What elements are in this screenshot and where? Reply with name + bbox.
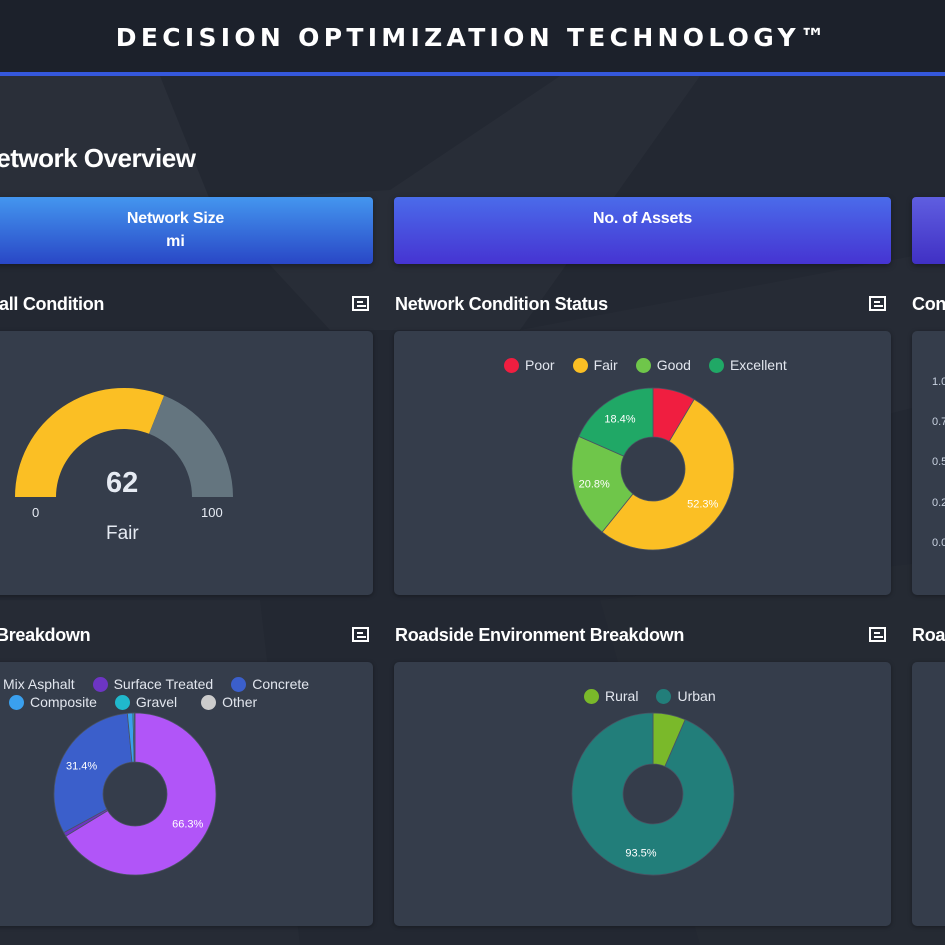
overall-condition-panel: 62 0 100 Fair (0, 331, 373, 595)
kpi-unit: mi (166, 233, 185, 250)
legend-swatch (635, 357, 651, 373)
condition-trend-title: Con (912, 294, 945, 314)
gauge-value: 62 (106, 467, 139, 499)
legend-item[interactable]: Fair (572, 357, 618, 373)
legend-item[interactable]: Good (635, 357, 691, 373)
legend-item[interactable]: Concrete (231, 676, 309, 692)
donut-slice-good[interactable] (571, 435, 634, 533)
page-title: Network Overview (0, 143, 196, 173)
pavement-menu-icon[interactable] (352, 627, 369, 642)
donut-slice-other[interactable] (134, 712, 136, 763)
legend-item[interactable]: Other (201, 694, 257, 710)
donut-slice-fair[interactable] (601, 398, 735, 551)
road-right-panel (912, 662, 945, 926)
condition-trend-panel: 1.0 0.7 0.5 0.2 0.0 (912, 331, 945, 595)
roadside-menu-icon[interactable] (869, 627, 886, 642)
app-title: DECISION OPTIMIZATION TECHNOLOGY™ (115, 22, 830, 52)
legend-label: Composite (30, 694, 97, 710)
legend-label: Gravel (135, 694, 178, 710)
kpi-third[interactable] (912, 197, 945, 264)
y-axis-tick: 0.2 (932, 497, 945, 509)
legend-swatch (504, 357, 519, 373)
legend-swatch (572, 357, 588, 373)
legend-label: Urban (677, 688, 716, 704)
legend-item[interactable]: Rural (584, 688, 638, 704)
legend-swatch (584, 688, 599, 704)
donut-slice-urban[interactable] (571, 712, 735, 876)
legend-item[interactable]: Composite (9, 694, 97, 710)
pavement-breakdown-panel: Mix Asphalt Surface Treated Concrete Com… (0, 662, 373, 926)
slice-data-label: 66.3% (172, 819, 203, 831)
legend-swatch (708, 357, 724, 373)
legend-label: Rural (605, 688, 639, 704)
y-axis-tick: 1.0 (932, 376, 945, 388)
roadside-breakdown-panel: Rural Urban 93.5% (394, 662, 891, 926)
header-accent-bar (0, 72, 945, 76)
app-header: DECISION OPTIMIZATION TECHNOLOGY™ (0, 0, 945, 72)
gauge-min-label: 0 (32, 505, 40, 520)
legend-swatch (92, 676, 108, 692)
legend-item[interactable]: Urban (656, 688, 716, 704)
legend-swatch (231, 676, 247, 692)
kpi-label: No. of Assets (592, 210, 693, 227)
pavement-legend-row2: Composite Gravel Other (9, 694, 275, 710)
gauge-chart (15, 388, 233, 497)
legend-item[interactable]: Gravel (114, 694, 178, 710)
overall-condition-title: all Condition (0, 294, 105, 314)
donut-slice-excellent[interactable] (578, 387, 654, 457)
slice-data-label: 31.4% (66, 761, 97, 773)
pavement-donut: 66.3% 31.4% (53, 712, 217, 876)
legend-label: Concrete (252, 676, 310, 692)
gauge-max-label: 100 (201, 505, 223, 520)
roadside-donut: 93.5% (571, 712, 735, 876)
legend-swatch (201, 694, 217, 710)
overall-condition-menu-icon[interactable] (352, 296, 369, 311)
legend-item[interactable]: Poor (504, 357, 555, 373)
kpi-network-size[interactable]: Network Size mi (0, 197, 373, 264)
roadside-legend: Rural Urban (584, 688, 734, 704)
kpi-label: Network Size (126, 210, 225, 227)
legend-label: Surface Treated (113, 676, 214, 692)
legend-item[interactable]: Excellent (708, 357, 787, 373)
legend-label: Excellent (729, 357, 787, 373)
network-condition-panel: Poor Fair Good Excellent 52.3% 20.8% 18.4% (394, 331, 891, 595)
kpi-number-of-assets[interactable]: No. of Assets (394, 197, 891, 264)
gauge-fill-arc (15, 388, 165, 497)
y-axis-tick: 0.5 (932, 456, 945, 468)
donut-slice-concrete[interactable] (53, 712, 133, 834)
legend-item[interactable]: Surface Treated (92, 676, 214, 692)
gauge-remaining-arc (149, 395, 233, 497)
network-condition-donut: 52.3% 20.8% 18.4% (571, 387, 735, 551)
slice-data-label: 20.8% (579, 478, 610, 490)
slice-data-label: 52.3% (687, 498, 718, 510)
road-right-title: Roa (912, 625, 945, 645)
pavement-legend-row1: Mix Asphalt Surface Treated Concrete (0, 676, 327, 692)
y-axis-tick: 0.0 (932, 537, 945, 549)
donut-slice-mix-asphalt[interactable] (65, 712, 217, 876)
legend-swatch (9, 694, 24, 710)
y-axis-tick: 0.7 (932, 416, 945, 428)
legend-label: Good (656, 357, 691, 373)
pavement-breakdown-title: Breakdown (0, 625, 91, 645)
legend-label: Poor (525, 357, 555, 373)
network-condition-title: Network Condition Status (395, 294, 608, 314)
legend-label: Fair (593, 357, 618, 373)
legend-label: Mix Asphalt (3, 676, 75, 692)
legend-swatch (114, 694, 130, 710)
gauge-rating: Fair (106, 523, 139, 544)
legend-item[interactable]: Mix Asphalt (0, 676, 75, 692)
roadside-breakdown-title: Roadside Environment Breakdown (395, 625, 685, 645)
slice-data-label: 93.5% (625, 847, 656, 859)
legend-label: Other (222, 694, 258, 710)
network-condition-legend: Poor Fair Good Excellent (504, 357, 805, 373)
network-condition-menu-icon[interactable] (869, 296, 886, 311)
legend-swatch (656, 688, 672, 704)
slice-data-label: 18.4% (604, 413, 635, 425)
